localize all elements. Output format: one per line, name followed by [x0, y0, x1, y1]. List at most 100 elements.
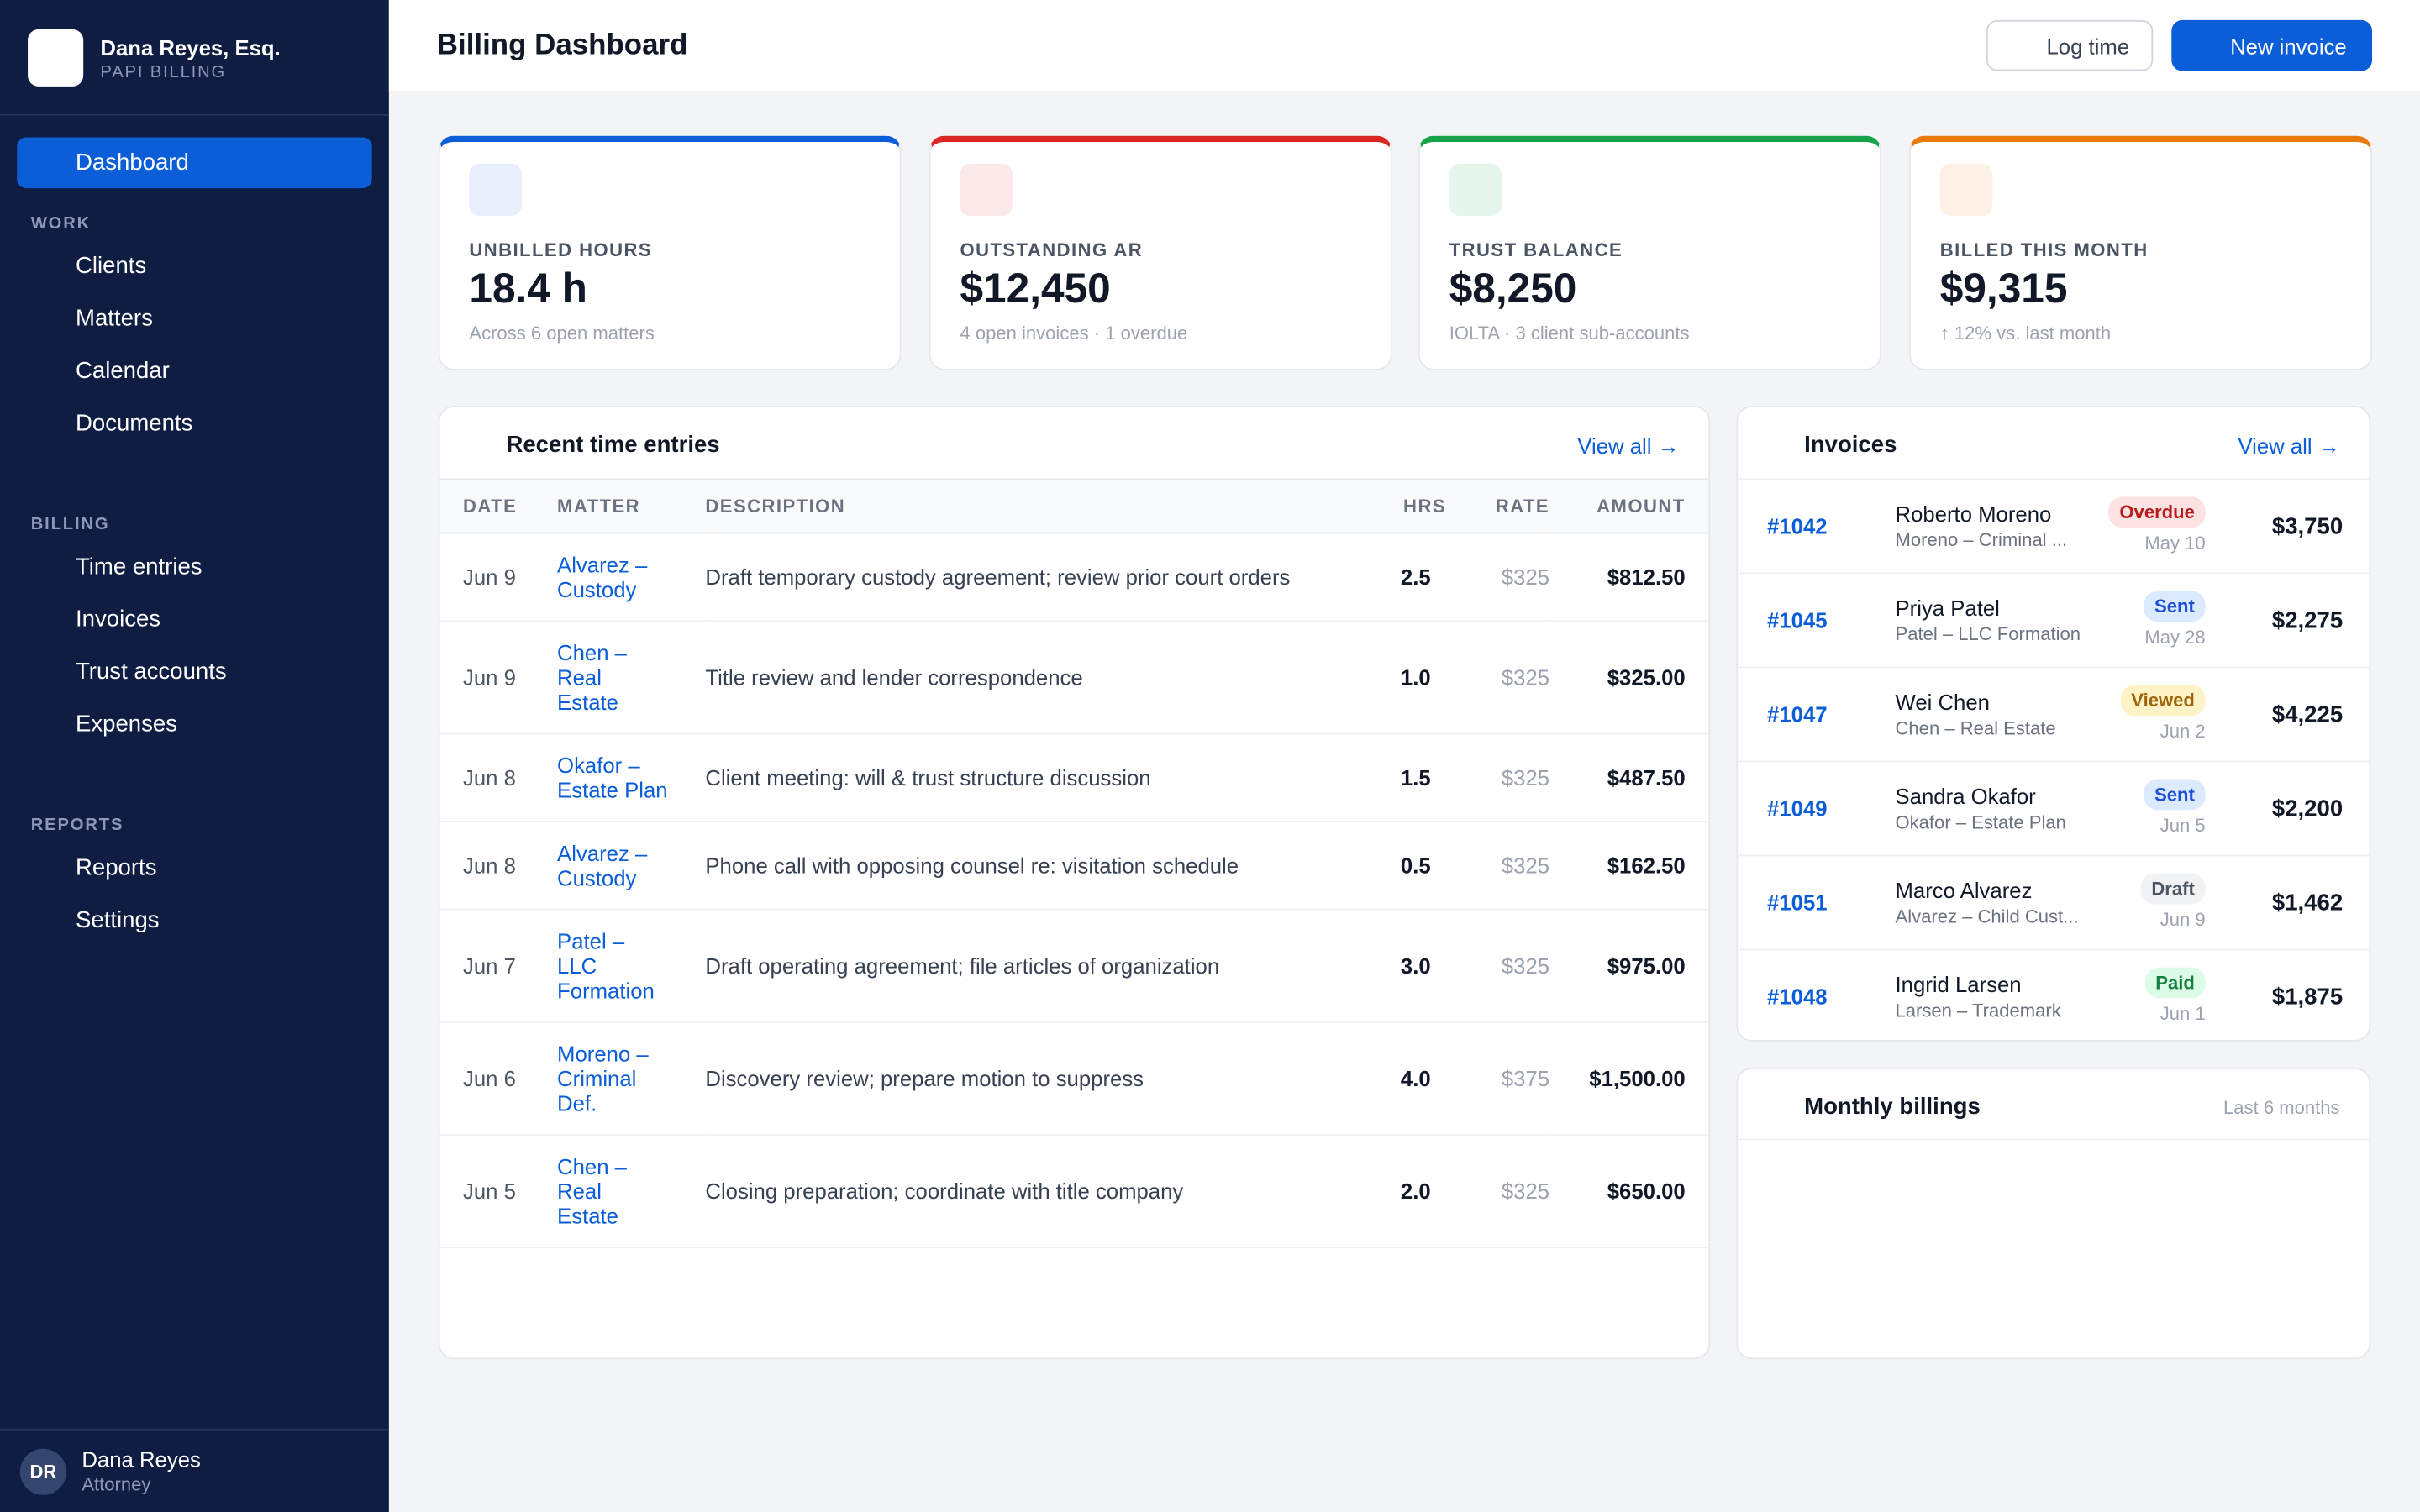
stat-value: $12,450 — [960, 265, 1111, 312]
client-name: Wei Chen — [1895, 690, 1990, 715]
cell: Phone call with opposing counsel re: vis… — [705, 853, 1239, 879]
invoice-row[interactable]: #1047 Wei Chen Chen – Real Estate Viewed Jun… — [1738, 666, 2370, 760]
cell: $375 — [1501, 1066, 1550, 1091]
time-entry-row: Jun 9 Alvarez – Custody Draft temporary cu… — [439, 533, 1709, 622]
client-name: Priya Patel — [1895, 595, 2000, 621]
cell: Discovery review; prepare motion to supp… — [705, 1066, 1144, 1091]
invoice-row[interactable]: #1049 Sandra Okafor Okafor – Estate Plan Se… — [1738, 760, 2370, 855]
section-title: WORK — [30, 214, 92, 234]
matter-name: Chen – Real Estate — [1895, 717, 2056, 739]
icon — [974, 177, 998, 202]
cell: $325 — [1501, 564, 1550, 590]
cell: $812.50 — [1607, 564, 1686, 590]
nav-item[interactable]: Invoices — [17, 594, 371, 645]
cell: Draft temporary custody agreement; revie… — [705, 564, 1291, 590]
invoice-row[interactable]: #1045 Priya Patel Patel – LLC Formation Sen… — [1738, 572, 2370, 666]
invoice-row[interactable]: #1051 Marco Alvarez Alvarez – Child Cust..… — [1738, 854, 2370, 949]
invoice-row[interactable]: #1048 Ingrid Larsen Larsen – Trademark Paid… — [1738, 948, 2370, 1040]
stat-label: OUTSTANDING AR — [960, 239, 1144, 261]
bar-chart: $5k$10k$15kJanFebMarAprMayJun$9.3k — [1738, 1140, 2369, 1357]
icon — [34, 253, 58, 277]
chart-title: Monthly billings — [1804, 1094, 1981, 1121]
icon — [34, 554, 58, 578]
stat-icon — [469, 163, 522, 217]
stat-card: BILLED THIS MONTH $9,315 ↑ 12% vs. last mo… — [1909, 135, 2373, 370]
invoice-id: #1051 — [1767, 890, 1828, 916]
nav-label: Invoices — [76, 606, 161, 633]
cell: Alvarez – Custody — [557, 841, 648, 890]
cell: Jun 9 — [463, 664, 516, 690]
section-title: BILLING — [30, 515, 110, 534]
cell: Jun 7 — [463, 953, 516, 979]
avatar: DR — [19, 1448, 66, 1495]
time-entry-row: Jun 9 Chen – Real Estate Title review and … — [439, 621, 1709, 734]
icon — [483, 177, 508, 202]
cell: $325 — [1501, 664, 1550, 690]
invoices-card: Invoices View all → #1042 Roberto Moreno Mor… — [1736, 406, 2371, 1042]
nav-item[interactable]: Reports — [17, 843, 371, 894]
nav-label: Dashboard — [76, 150, 189, 176]
invoice-row[interactable]: #1042 Roberto Moreno Moreno – Criminal ...… — [1738, 478, 2370, 572]
divider — [1738, 1138, 2370, 1141]
matter-name: Patel – LLC Formation — [1895, 623, 2081, 645]
stat-note: 4 open invoices · 1 overdue — [960, 322, 1188, 344]
time-entry-row: Jun 6 Moreno – Criminal Def. Discovery rev… — [439, 1022, 1709, 1135]
nav-item[interactable]: Time entries — [17, 542, 371, 593]
cell: $325 — [1501, 853, 1550, 879]
nav-label: Time entries — [76, 554, 203, 580]
brand-name: Dana Reyes, Esq. — [100, 35, 281, 60]
button-label: Log time — [2046, 34, 2130, 59]
client-name: Ingrid Larsen — [1895, 972, 2022, 997]
nav-item[interactable]: Trust accounts — [17, 647, 371, 698]
nav-item[interactable]: Matters — [17, 293, 371, 344]
invoice-date: Jun 5 — [2160, 814, 2206, 837]
nav-item[interactable]: Calendar — [17, 345, 371, 396]
stat-note: IOLTA · 3 client sub-accounts — [1449, 322, 1690, 344]
user-role: Attorney — [82, 1473, 151, 1495]
nav-item[interactable]: Clients — [17, 241, 371, 292]
nav-label: Calendar — [76, 358, 170, 385]
cell: Client meeting: will & trust structure d… — [705, 765, 1151, 790]
column-header: DATE — [463, 495, 518, 517]
new-invoice-button[interactable]: New invoice — [2171, 19, 2373, 71]
icon — [2011, 34, 2035, 58]
cell: 2.5 — [1400, 564, 1431, 590]
invoice-id: #1049 — [1767, 795, 1828, 822]
view-all-link[interactable]: View all → — [2238, 433, 2340, 459]
icon — [1954, 177, 1978, 202]
cell: $325 — [1501, 1179, 1550, 1204]
view-all-link[interactable]: View all → — [1577, 433, 1680, 459]
stat-label: UNBILLED HOURS — [469, 239, 653, 261]
matter-name: Larsen – Trademark — [1895, 1000, 2061, 1021]
cell: 1.0 — [1400, 664, 1431, 690]
nav-item[interactable]: Dashboard — [17, 137, 372, 189]
icon — [34, 306, 58, 330]
status-badge: Draft — [2140, 873, 2206, 905]
nav-item[interactable]: Documents — [17, 398, 371, 449]
icon — [34, 358, 58, 382]
cell: $487.50 — [1607, 765, 1686, 790]
invoice-amount: $2,200 — [2271, 795, 2344, 822]
nav-item[interactable]: Expenses — [17, 699, 371, 750]
invoice-date: May 10 — [2144, 532, 2206, 554]
card-title: Recent time entries — [506, 432, 720, 459]
nav-label: Settings — [76, 907, 160, 934]
log-time-button[interactable]: Log time — [1986, 19, 2154, 71]
icon — [34, 907, 58, 932]
brand-subtitle: PAPI BILLING — [100, 63, 227, 82]
invoice-amount: $1,462 — [2271, 890, 2344, 917]
column-header: DESCRIPTION — [705, 495, 846, 517]
status-badge: Overdue — [2108, 496, 2206, 528]
invoice-date: May 28 — [2144, 626, 2206, 648]
nav-label: Clients — [76, 253, 147, 280]
icon — [1767, 1095, 1791, 1120]
cell: $1,500.00 — [1589, 1066, 1686, 1091]
stat-value: $8,250 — [1449, 265, 1577, 312]
table-header-row: DATE MATTER DESCRIPTION HRS RATE AMOUNT — [439, 479, 1709, 533]
status-badge: Sent — [2144, 591, 2206, 622]
nav-item[interactable]: Settings — [17, 895, 371, 946]
cell: 4.0 — [1400, 1066, 1431, 1091]
cell: $162.50 — [1607, 853, 1686, 879]
invoice-amount: $4,225 — [2271, 701, 2344, 728]
